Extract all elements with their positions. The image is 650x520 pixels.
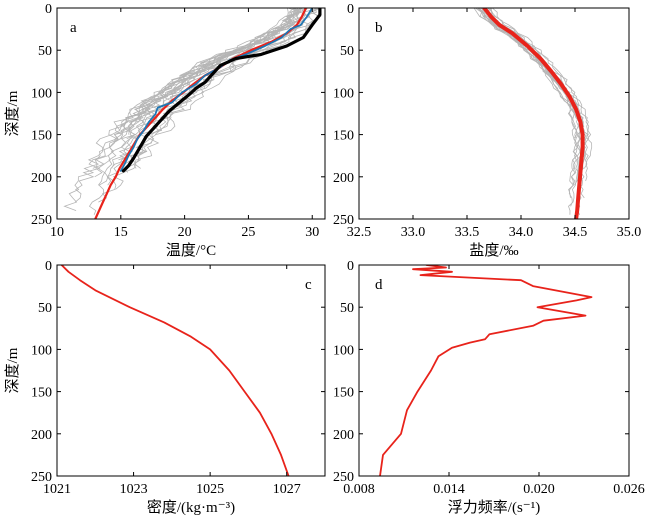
plot-area	[379, 265, 593, 476]
panel-label: d	[375, 277, 383, 293]
y-tick-label: 50	[340, 301, 354, 316]
plot-area	[63, 8, 322, 219]
series-line-1	[60, 265, 290, 476]
ensemble-profile	[119, 8, 300, 131]
y-tick-label: 50	[38, 44, 52, 59]
ensemble-profile	[126, 8, 295, 140]
series-line-1	[94, 8, 307, 219]
panel-c: 1021 1023 1025 1027 0 50 100 150 200 250 c 密度/(kg·m…	[4, 259, 326, 516]
y-tick-label: 150	[333, 129, 354, 144]
x-tick-label: 32.5	[347, 225, 372, 240]
x-tick-label: 30	[305, 225, 319, 240]
x-tick-label: 1023	[120, 482, 148, 497]
y-tick-label: 100	[333, 86, 354, 101]
x-tick-label: 10	[50, 225, 64, 240]
series-line-1	[379, 265, 593, 476]
y-tick-label: 250	[333, 213, 354, 228]
y-axis-label: 深度/m	[4, 347, 21, 393]
ensemble-profile	[488, 8, 593, 182]
axes-frame	[358, 264, 630, 477]
y-tick-label: 250	[333, 470, 354, 485]
panel-d: 0.008 0.014 0.020 0.026 0 50 100 150 200 250 d 浮力频率…	[333, 259, 645, 516]
panel-b: 32.5 33.0 33.5 34.0 34.5 35.0 0 50 100 150 200 250 b…	[333, 2, 641, 259]
ensemble-profile	[75, 8, 302, 203]
y-tick-label: 100	[31, 343, 52, 358]
y-tick-label: 0	[45, 2, 52, 17]
y-tick-label: 200	[31, 171, 52, 186]
x-tick-label: 1025	[196, 482, 224, 497]
plot-area	[60, 265, 290, 476]
ensemble-profile	[478, 8, 589, 161]
y-tick-label: 250	[31, 213, 52, 228]
x-axis-label: 盐度/‰	[469, 242, 518, 259]
x-tick-label: 0.014	[433, 482, 465, 497]
series-line-2	[119, 8, 314, 172]
y-tick-label: 0	[347, 259, 354, 274]
x-axis-label: 浮力频率/(s⁻¹)	[448, 499, 540, 516]
axes-frame	[56, 264, 326, 477]
panel-a: 10 15 20 25 30 0 50 100 150 200 250 a 温度/°C 深度/m	[4, 2, 326, 259]
x-tick-label: 15	[114, 225, 128, 240]
x-tick-label: 20	[178, 225, 192, 240]
x-tick-label: 33.5	[455, 225, 480, 240]
x-tick-label: 35.0	[617, 225, 642, 240]
x-tick-label: 0.026	[613, 482, 645, 497]
y-tick-label: 0	[347, 2, 354, 17]
ensemble-profile	[134, 8, 322, 169]
ensemble-profile	[133, 8, 312, 169]
series-line-1	[482, 8, 585, 219]
y-tick-label: 150	[31, 386, 52, 401]
panel-label: c	[305, 277, 312, 293]
panel-label: a	[70, 20, 77, 36]
y-tick-label: 250	[31, 470, 52, 485]
x-tick-label: 33.0	[401, 225, 426, 240]
y-tick-label: 150	[31, 129, 52, 144]
y-tick-label: 200	[31, 428, 52, 443]
x-axis-label: 密度/(kg·m⁻³)	[147, 499, 235, 516]
ensemble-profile	[92, 8, 301, 169]
x-tick-label: 0.020	[523, 482, 555, 497]
panel-label: b	[375, 20, 383, 36]
ensemble-profile	[489, 8, 581, 215]
series-line-3	[121, 8, 322, 173]
ensemble-profile	[63, 8, 302, 211]
axes-frame	[358, 7, 630, 220]
ensemble-profile	[475, 8, 578, 190]
ensemble-profile	[492, 8, 589, 135]
ensemble-profile	[111, 8, 302, 169]
y-tick-label: 50	[38, 301, 52, 316]
ensemble-profile	[479, 8, 578, 198]
x-tick-label: 1027	[273, 482, 301, 497]
y-tick-label: 50	[340, 44, 354, 59]
y-tick-label: 100	[31, 86, 52, 101]
y-axis-label: 深度/m	[4, 90, 21, 136]
y-tick-label: 0	[45, 259, 52, 274]
ensemble-profile	[477, 8, 588, 139]
x-tick-label: 34.5	[563, 225, 588, 240]
ensemble-profile	[483, 8, 590, 169]
x-axis-label: 温度/°C	[166, 242, 216, 259]
x-tick-label: 1021	[43, 482, 71, 497]
x-tick-label: 0.008	[343, 482, 375, 497]
y-tick-label: 200	[333, 428, 354, 443]
y-tick-label: 150	[333, 386, 354, 401]
x-tick-label: 25	[241, 225, 255, 240]
axes-frame	[56, 7, 326, 220]
plot-area	[473, 8, 593, 219]
y-tick-label: 100	[333, 343, 354, 358]
y-tick-label: 200	[333, 171, 354, 186]
ensemble-profile	[477, 8, 586, 135]
x-tick-label: 34.0	[509, 225, 534, 240]
